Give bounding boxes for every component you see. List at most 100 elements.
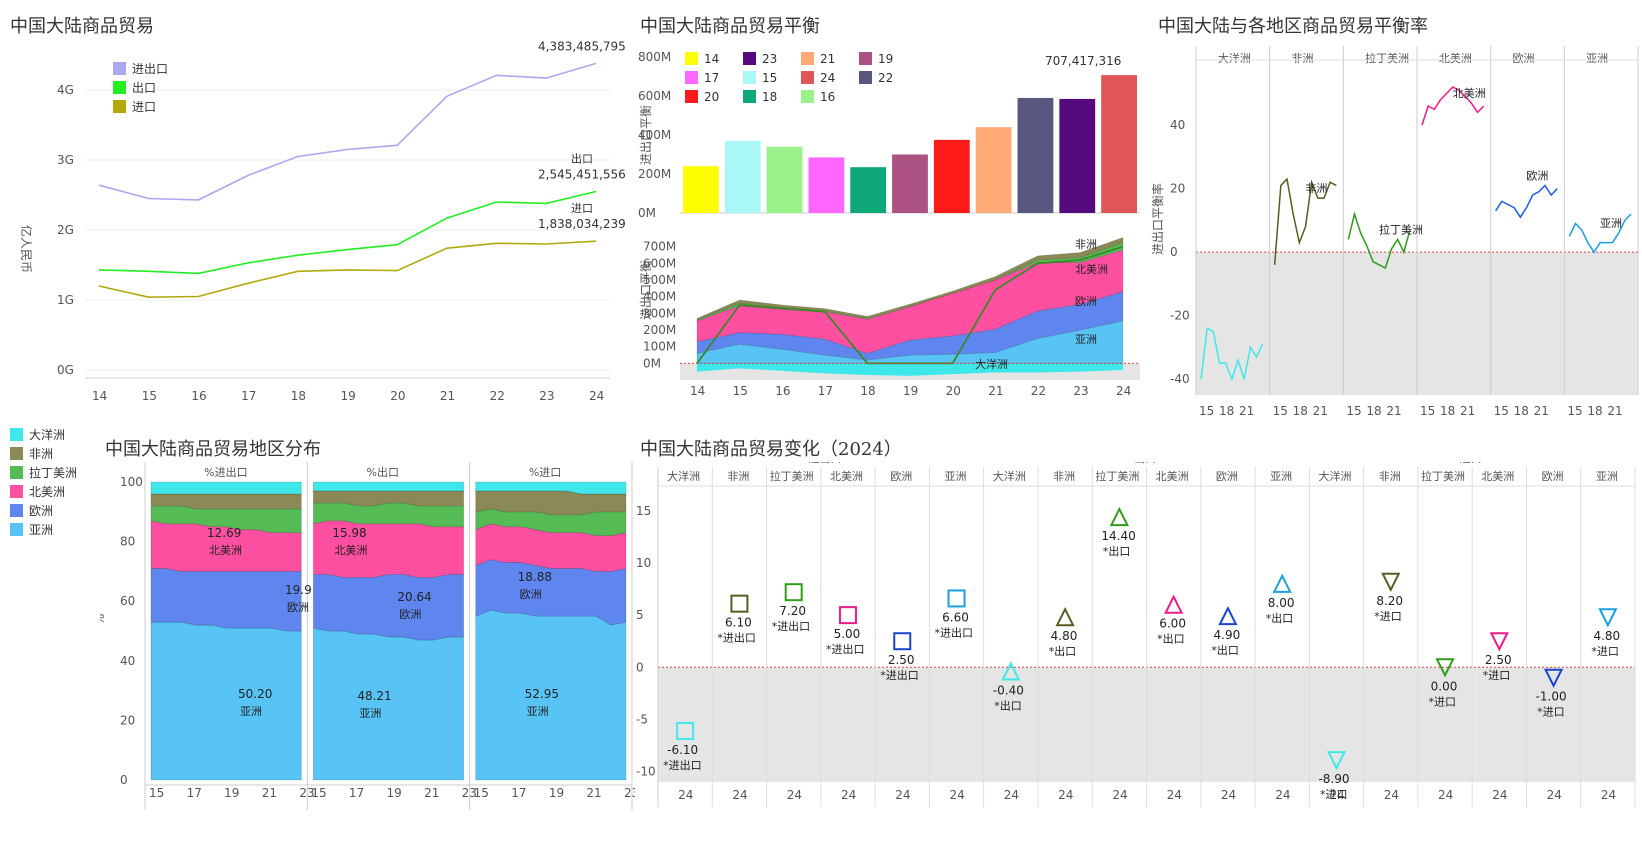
x-tick-label: 24 [589, 389, 604, 403]
y-axis-label: % [100, 614, 107, 625]
region-header: 北美洲 [1156, 470, 1189, 483]
x-tick-label: 23 [1073, 384, 1088, 398]
legend-label: 22 [878, 71, 893, 85]
point-value-label: -6.10 [667, 743, 698, 757]
x-tick-label: 24 [1058, 788, 1073, 802]
x-tick-label: 21 [1607, 404, 1622, 418]
y-tick-label: 0 [120, 773, 128, 787]
dist-value-label: 52.95 [525, 687, 559, 701]
region-distribution-chart: 0 20 40 60 80 100% %进出口 12.69 北美洲 19.91 欧洲 50.20 亚洲 1… [100, 462, 635, 810]
region-header: 非洲 [727, 470, 749, 483]
legend-swatch [113, 81, 126, 94]
y-tick-label: 20 [1170, 182, 1185, 196]
area-label: 非洲 [1075, 238, 1097, 251]
bar-23 [1059, 98, 1096, 213]
x-tick-label: 15 [142, 389, 157, 403]
marker-triangle-up [1001, 661, 1021, 681]
marker-triangle-down [1435, 658, 1455, 678]
point-group-label: *进口 [1429, 695, 1457, 708]
x-tick-label: 15 [1420, 404, 1435, 418]
rate-chart-title: 中国大陆与各地区商品贸易平衡率 [1158, 16, 1428, 37]
x-tick-label: 21 [988, 384, 1003, 398]
facet-header: 拉丁美洲 [1365, 51, 1409, 65]
dist-chart-title: 中国大陆商品贸易地区分布 [105, 439, 321, 460]
x-tick-label: 24 [841, 788, 856, 802]
point-group-label: *进口 [1374, 610, 1402, 623]
dist-value-label: 19.91 [285, 583, 319, 597]
x-tick-label: 23 [462, 786, 477, 800]
y-axis-label: 进出口平衡 [639, 105, 653, 165]
x-tick-label: 24 [732, 788, 747, 802]
legend-label: 大洋洲 [29, 428, 66, 442]
facet-header: %进出口 [204, 465, 247, 479]
dist-area-asia [150, 621, 302, 781]
y-tick-label: -20 [1170, 309, 1190, 323]
dist-region-label: 北美洲 [209, 544, 242, 557]
group-header: *进口 [1454, 462, 1482, 465]
x-tick-label: 19 [224, 786, 239, 800]
legend-label: 14 [704, 52, 719, 66]
x-tick-label: 19 [549, 786, 564, 800]
bar-18 [850, 167, 887, 213]
legend-label: 北美洲 [29, 485, 66, 499]
x-tick-label: 23 [539, 389, 554, 403]
legend-swatch [685, 90, 698, 103]
x-tick-label: 19 [903, 384, 918, 398]
y-tick-label: 600M [638, 89, 671, 103]
x-tick-label: 24 [1221, 788, 1236, 802]
y-tick-label: 700M [643, 240, 676, 254]
y-tick-label: 80 [120, 535, 135, 549]
legend-swatch [801, 71, 814, 84]
marker-triangle-up [1109, 506, 1129, 527]
y-tick-label: 200M [643, 323, 676, 337]
x-tick-label: 15 [474, 786, 489, 800]
bar-14 [683, 166, 719, 213]
x-tick-label: 17 [187, 786, 202, 800]
y-tick-label: 3G [57, 153, 74, 167]
x-tick-label: 16 [191, 389, 206, 403]
dist-area-asia [312, 627, 465, 781]
area-欧洲 [696, 291, 1124, 361]
legend-label: 进口 [132, 100, 156, 114]
x-tick-label: 18 [1366, 404, 1381, 418]
region-legend-item: 大洋洲 [10, 426, 65, 443]
legend-label: 16 [820, 90, 835, 104]
series-end-value: 1,838,034,239 [538, 217, 626, 231]
point-group-label: *进出口 [772, 619, 811, 633]
marker-triangle-up [1055, 606, 1075, 627]
trade-line-chart: 0G 1G 2G 3G 4G 14 15 16 17 18 19 20 21 22 23 24 亿人民币 进出口 4… [19, 40, 626, 403]
rate-line-label: 非洲 [1305, 182, 1327, 195]
dist-value-label: 50.20 [238, 687, 272, 701]
dist-area-oceania [150, 481, 302, 495]
region-legend-item: 拉丁美洲 [10, 464, 77, 481]
region-header: 亚洲 [1270, 470, 1292, 483]
dist-area-namerica [312, 520, 465, 578]
series-end-name: 进口 [571, 202, 593, 215]
legend-swatch [113, 100, 126, 113]
x-tick-label: 23 [299, 786, 314, 800]
y-tick-label: -40 [1170, 372, 1190, 386]
point-value-label: 5.00 [834, 627, 861, 641]
x-tick-label: 18 [1293, 404, 1308, 418]
legend-swatch [859, 52, 872, 65]
trade-chart-title: 中国大陆商品贸易 [10, 16, 154, 37]
point-group-label: *出口 [1266, 611, 1294, 625]
dist-area-latam [312, 502, 465, 528]
y-tick-label: 40 [120, 654, 135, 668]
y-tick-label: 0G [57, 363, 74, 377]
x-tick-label: 15 [1273, 404, 1288, 418]
y-tick-label: 400M [643, 290, 676, 304]
point-group-label: *进出口 [717, 631, 756, 645]
y-axis-label: 进出口平衡率 [1150, 183, 1165, 255]
point-group-label: *出口 [1157, 632, 1185, 646]
point-value-label: 6.00 [1159, 617, 1186, 631]
x-tick-label: 24 [787, 788, 802, 802]
y-tick-label: 500M [643, 273, 676, 287]
y-tick-label: 4G [57, 83, 74, 97]
area-label: 北美洲 [1075, 263, 1108, 276]
x-tick-label: 23 [624, 786, 635, 800]
facet-header: %出口 [367, 465, 399, 479]
y-tick-label: 60 [120, 594, 135, 608]
x-tick-label: 18 [860, 384, 875, 398]
